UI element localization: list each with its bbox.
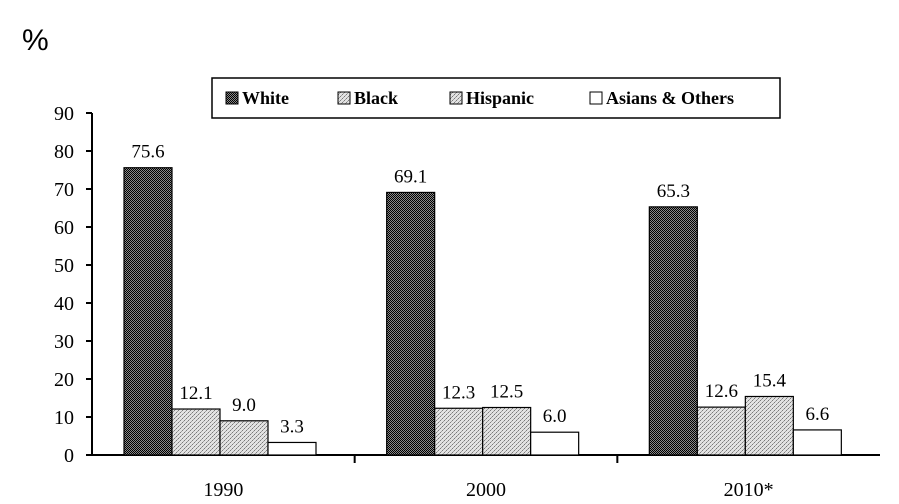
y-tick-label: 70 xyxy=(54,179,74,201)
legend-swatch xyxy=(589,91,603,105)
legend-label: Black xyxy=(354,88,398,108)
y-tick-label: 90 xyxy=(54,103,74,125)
y-tick-label: 0 xyxy=(64,445,74,467)
data-labels: 75.6 12.1 9.0 3.3 69.1 12.3 12.5 6.0 65.3 12.6 15.… xyxy=(131,142,829,438)
bar-black-2010 xyxy=(696,406,746,456)
bar-asians-others-2000 xyxy=(530,431,580,456)
bar-asians-others-2010 xyxy=(792,429,842,456)
x-tick-label: 1990 xyxy=(203,479,243,501)
legend-box xyxy=(211,77,781,119)
y-tick-label: 80 xyxy=(54,141,74,163)
y-tick-label: 60 xyxy=(54,217,74,239)
bar-black-1990 xyxy=(171,408,221,456)
legend-swatch xyxy=(225,91,239,105)
data-label: 6.0 xyxy=(543,406,567,427)
data-label: 12.6 xyxy=(705,381,738,402)
legend-swatch xyxy=(337,91,351,105)
data-label: 15.4 xyxy=(753,370,787,391)
bar-asians-others-1990 xyxy=(267,441,317,456)
y-tick-label: 50 xyxy=(54,255,74,277)
y-tick-label: 20 xyxy=(54,369,74,391)
y-tick-label: 30 xyxy=(54,331,74,353)
legend: White Black Hispanic Asians & Others xyxy=(211,77,781,119)
y-axis: 0 10 20 30 40 50 60 70 80 90 xyxy=(54,103,93,467)
data-label: 75.6 xyxy=(131,142,164,163)
x-tick-label: 2000 xyxy=(466,479,506,501)
bar-hispanic-2000 xyxy=(482,406,532,456)
bar-white-2000 xyxy=(386,191,436,456)
data-label: 3.3 xyxy=(280,416,304,437)
y-tick-label: 10 xyxy=(54,407,74,429)
bar-hispanic-2010 xyxy=(744,395,794,456)
data-label: 12.5 xyxy=(490,382,523,403)
bar-black-2000 xyxy=(434,407,484,456)
x-tick-label: 2010* xyxy=(724,479,774,501)
bar-white-2010 xyxy=(648,206,698,456)
y-tick-label: 40 xyxy=(54,293,74,315)
data-label: 9.0 xyxy=(232,395,256,416)
unit-label: % xyxy=(22,24,49,57)
data-label: 12.1 xyxy=(179,383,212,404)
bar-hispanic-1990 xyxy=(219,420,269,456)
bar-white-1990 xyxy=(123,167,173,456)
data-label: 65.3 xyxy=(657,181,690,202)
legend-swatch xyxy=(449,91,463,105)
legend-label: Asians & Others xyxy=(606,88,734,108)
bars xyxy=(123,167,842,456)
data-label: 6.6 xyxy=(805,404,829,425)
x-axis: 1990 2000 2010* xyxy=(92,454,880,501)
legend-label: Hispanic xyxy=(466,88,534,108)
legend-label: White xyxy=(242,88,289,108)
data-label: 12.3 xyxy=(442,382,475,403)
data-label: 69.1 xyxy=(394,166,427,187)
